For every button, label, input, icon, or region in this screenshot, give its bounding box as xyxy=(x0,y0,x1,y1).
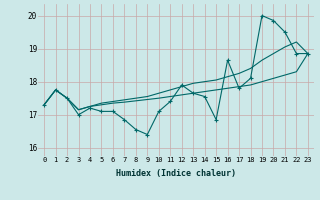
X-axis label: Humidex (Indice chaleur): Humidex (Indice chaleur) xyxy=(116,169,236,178)
